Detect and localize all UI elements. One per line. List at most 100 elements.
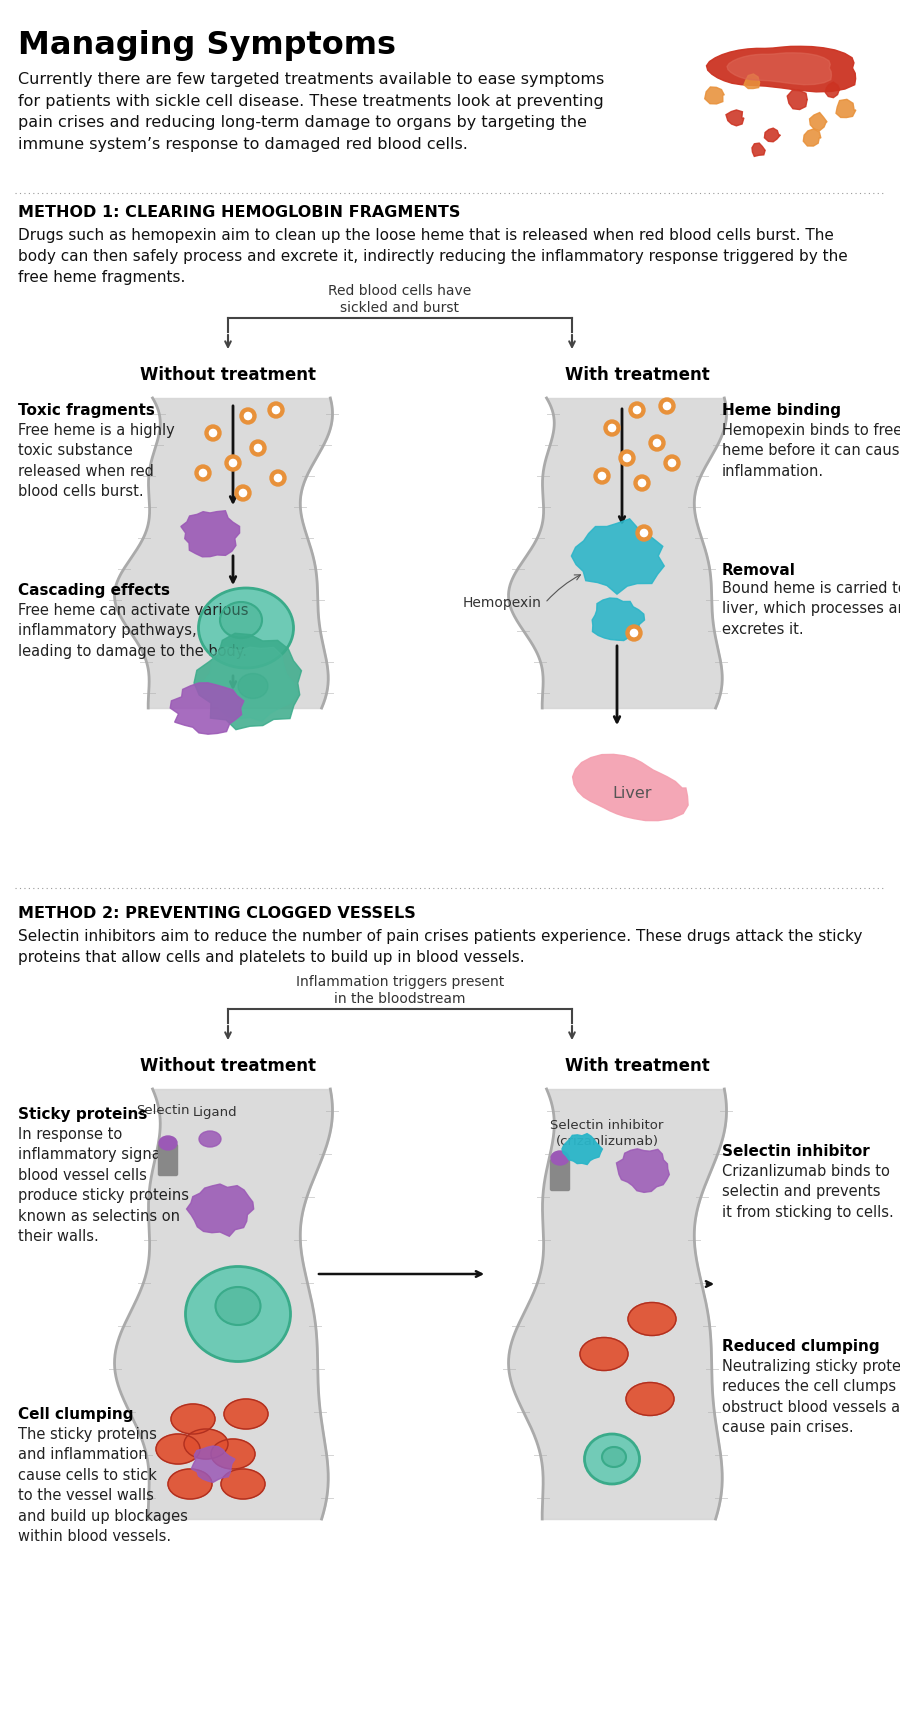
Polygon shape bbox=[192, 1447, 235, 1483]
Ellipse shape bbox=[551, 1151, 569, 1165]
Polygon shape bbox=[706, 46, 856, 91]
Circle shape bbox=[598, 472, 606, 479]
Ellipse shape bbox=[628, 1302, 676, 1335]
Polygon shape bbox=[202, 648, 297, 722]
Circle shape bbox=[630, 629, 637, 637]
Text: Free heme can activate various
inflammatory pathways,
leading to damage to the b: Free heme can activate various inflammat… bbox=[18, 603, 248, 658]
Circle shape bbox=[604, 419, 620, 436]
Text: Without treatment: Without treatment bbox=[140, 366, 316, 385]
Ellipse shape bbox=[185, 1266, 291, 1361]
Polygon shape bbox=[186, 1184, 254, 1237]
Polygon shape bbox=[572, 519, 664, 594]
Circle shape bbox=[250, 440, 266, 455]
Text: METHOD 1: CLEARING HEMOGLOBIN FRAGMENTS: METHOD 1: CLEARING HEMOGLOBIN FRAGMENTS bbox=[18, 204, 461, 220]
Circle shape bbox=[200, 469, 207, 476]
Ellipse shape bbox=[584, 1435, 640, 1484]
Polygon shape bbox=[170, 682, 244, 734]
Polygon shape bbox=[744, 74, 760, 89]
Text: Bound heme is carried to the
liver, which processes and
excretes it.: Bound heme is carried to the liver, whic… bbox=[722, 581, 900, 637]
Circle shape bbox=[205, 424, 221, 442]
Ellipse shape bbox=[580, 1338, 628, 1371]
Circle shape bbox=[594, 467, 610, 484]
Circle shape bbox=[273, 407, 280, 414]
Text: Currently there are few targeted treatments available to ease symptoms
for patie: Currently there are few targeted treatme… bbox=[18, 72, 604, 151]
Circle shape bbox=[230, 459, 237, 467]
Circle shape bbox=[255, 445, 262, 452]
Polygon shape bbox=[616, 1149, 670, 1192]
Ellipse shape bbox=[168, 1469, 212, 1500]
Circle shape bbox=[608, 424, 616, 431]
Polygon shape bbox=[764, 129, 780, 143]
Text: Hemopexin binds to free
heme before it can cause
inflammation.: Hemopexin binds to free heme before it c… bbox=[722, 423, 900, 479]
Circle shape bbox=[634, 407, 641, 414]
Circle shape bbox=[245, 412, 252, 419]
Circle shape bbox=[669, 459, 676, 467]
Circle shape bbox=[274, 474, 282, 481]
Circle shape bbox=[210, 430, 217, 436]
Text: Cell clumping: Cell clumping bbox=[18, 1407, 133, 1423]
Circle shape bbox=[629, 402, 645, 417]
Circle shape bbox=[270, 471, 286, 486]
Ellipse shape bbox=[602, 1447, 626, 1467]
Text: Reduced clumping: Reduced clumping bbox=[722, 1338, 879, 1354]
Ellipse shape bbox=[159, 1136, 177, 1149]
Text: Drugs such as hemopexin aim to clean up the loose heme that is released when red: Drugs such as hemopexin aim to clean up … bbox=[18, 228, 848, 285]
Polygon shape bbox=[726, 110, 744, 125]
Text: Ligand: Ligand bbox=[193, 1106, 238, 1118]
Text: Selectin inhibitor: Selectin inhibitor bbox=[722, 1144, 869, 1160]
Polygon shape bbox=[804, 129, 821, 146]
Circle shape bbox=[659, 399, 675, 414]
Text: In response to
inflammatory signals,
blood vessel cells
produce sticky proteins
: In response to inflammatory signals, blo… bbox=[18, 1127, 189, 1244]
Text: With treatment: With treatment bbox=[564, 1057, 709, 1075]
Text: Sticky proteins: Sticky proteins bbox=[18, 1106, 148, 1122]
FancyBboxPatch shape bbox=[158, 1144, 177, 1175]
Circle shape bbox=[225, 455, 241, 471]
Circle shape bbox=[641, 529, 648, 536]
Ellipse shape bbox=[220, 601, 262, 637]
Polygon shape bbox=[836, 100, 856, 117]
Text: METHOD 2: PREVENTING CLOGGED VESSELS: METHOD 2: PREVENTING CLOGGED VESSELS bbox=[18, 905, 416, 921]
Circle shape bbox=[664, 455, 680, 471]
Circle shape bbox=[195, 466, 211, 481]
Ellipse shape bbox=[215, 1287, 260, 1325]
Polygon shape bbox=[809, 113, 827, 131]
Ellipse shape bbox=[199, 588, 293, 668]
Polygon shape bbox=[788, 91, 807, 110]
Circle shape bbox=[638, 479, 645, 486]
Text: Removal: Removal bbox=[722, 564, 796, 577]
Circle shape bbox=[240, 407, 256, 424]
Circle shape bbox=[636, 526, 652, 541]
Ellipse shape bbox=[199, 1130, 221, 1148]
Circle shape bbox=[239, 490, 247, 497]
Circle shape bbox=[653, 440, 661, 447]
Polygon shape bbox=[727, 53, 832, 84]
Circle shape bbox=[624, 454, 631, 462]
Circle shape bbox=[626, 625, 642, 641]
Text: Heme binding: Heme binding bbox=[722, 404, 841, 417]
Ellipse shape bbox=[238, 673, 268, 699]
Text: With treatment: With treatment bbox=[564, 366, 709, 385]
Text: Crizanlizumab binds to
selectin and prevents
it from sticking to cells.: Crizanlizumab binds to selectin and prev… bbox=[722, 1165, 894, 1220]
Text: Without treatment: Without treatment bbox=[140, 1057, 316, 1075]
Circle shape bbox=[619, 450, 635, 466]
Text: Selectin inhibitors aim to reduce the number of pain crises patients experience.: Selectin inhibitors aim to reduce the nu… bbox=[18, 929, 862, 966]
Text: Cascading effects: Cascading effects bbox=[18, 582, 170, 598]
Polygon shape bbox=[194, 634, 302, 730]
Polygon shape bbox=[752, 143, 765, 156]
Text: Liver: Liver bbox=[612, 785, 652, 801]
Text: The sticky proteins
and inflammation
cause cells to stick
to the vessel walls
an: The sticky proteins and inflammation cau… bbox=[18, 1428, 188, 1544]
Text: Toxic fragments: Toxic fragments bbox=[18, 404, 155, 417]
Ellipse shape bbox=[211, 1440, 255, 1469]
Polygon shape bbox=[825, 82, 840, 98]
Polygon shape bbox=[562, 1134, 602, 1165]
Ellipse shape bbox=[224, 1398, 268, 1429]
Polygon shape bbox=[572, 754, 688, 821]
Circle shape bbox=[268, 402, 284, 417]
Text: Inflammation triggers present
in the bloodstream: Inflammation triggers present in the blo… bbox=[296, 974, 504, 1007]
Polygon shape bbox=[181, 510, 239, 557]
Ellipse shape bbox=[221, 1469, 265, 1500]
Polygon shape bbox=[592, 598, 644, 641]
Ellipse shape bbox=[171, 1404, 215, 1435]
Circle shape bbox=[663, 402, 670, 409]
Circle shape bbox=[235, 484, 251, 502]
